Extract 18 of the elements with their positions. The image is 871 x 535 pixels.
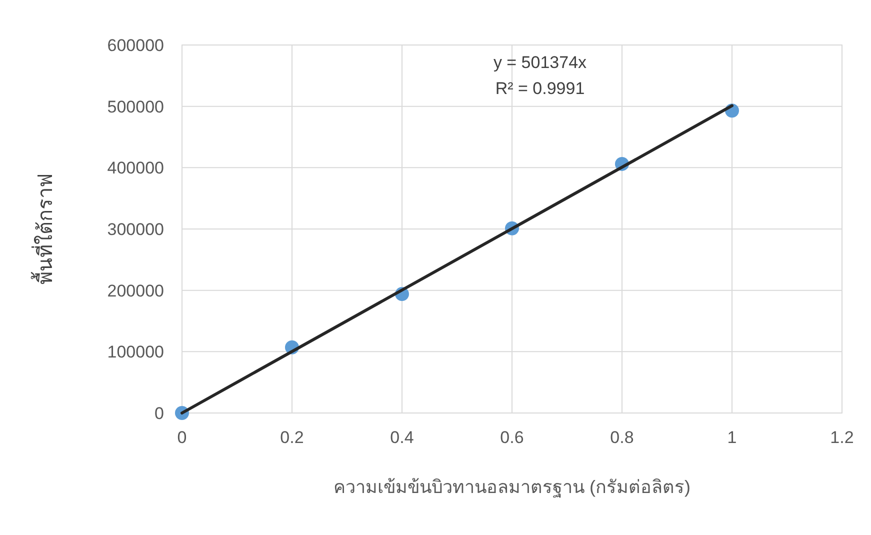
annotation: R² = 0.9991 (495, 79, 585, 98)
y-tick-label: 300000 (107, 220, 164, 239)
x-tick-label: 0.4 (390, 428, 414, 447)
y-tick-label: 0 (154, 404, 164, 423)
annotation: y = 501374x (493, 53, 588, 72)
x-tick-label: 1.2 (830, 428, 854, 447)
x-tick-label: 0 (177, 428, 187, 447)
x-tick-label: 0.2 (280, 428, 304, 447)
x-axis-title: ความเข้มข้นบิวทานอลมาตรฐาน (กรัมต่อลิตร) (334, 477, 690, 498)
y-tick-label: 600000 (107, 36, 164, 55)
x-tick-label: 0.8 (610, 428, 634, 447)
y-axis-title: พื้นที่ใต้กราฟ (31, 174, 57, 284)
x-tick-label: 0.6 (500, 428, 524, 447)
y-tick-label: 400000 (107, 158, 164, 178)
y-tick-label: 200000 (107, 281, 164, 300)
x-tick-label: 1 (727, 428, 737, 447)
y-tick-label: 100000 (107, 342, 164, 362)
y-tick-label: 500000 (107, 97, 164, 116)
